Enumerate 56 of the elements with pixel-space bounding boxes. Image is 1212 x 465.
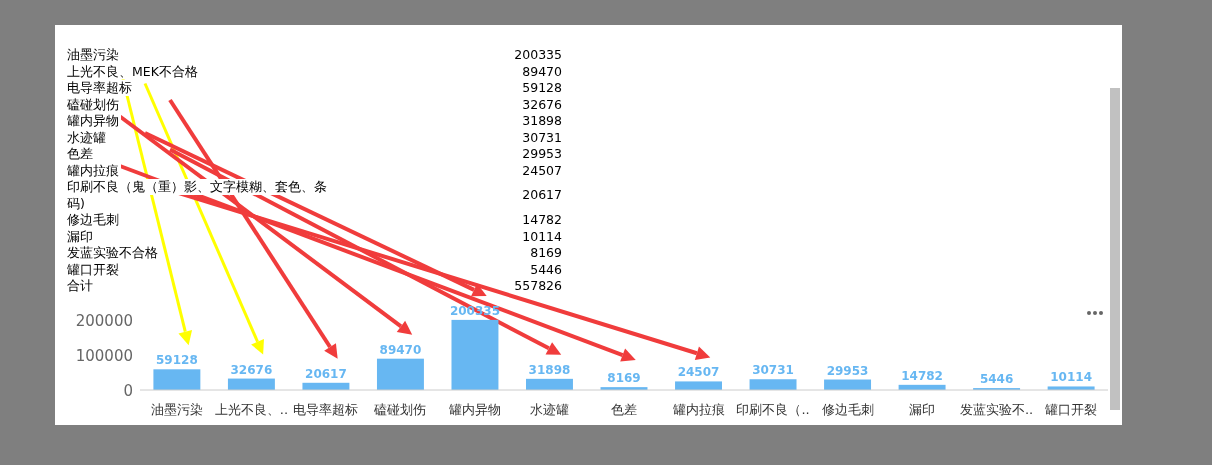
text: 20617 xyxy=(522,187,562,202)
x-tick-label: 罐口开裂 xyxy=(1045,402,1098,417)
data-label: 89470 xyxy=(379,342,422,357)
text: 30731 xyxy=(522,129,562,145)
x-tick-label: 罐内拉痕 xyxy=(672,402,725,417)
x-tick-label: 发蓝实验不.. xyxy=(959,402,1034,417)
x-tick-label: 上光不良、.. xyxy=(214,402,289,417)
data-label: 30731 xyxy=(752,363,794,378)
text: 59128 xyxy=(522,80,563,95)
text: 合计 xyxy=(67,278,93,293)
text: 油墨污染 xyxy=(67,47,119,62)
x-tick-label: 磕碰划伤 xyxy=(373,402,427,417)
x-tick-label: 修边毛刺 xyxy=(821,402,874,417)
text: 漏印 xyxy=(67,228,93,244)
x-tick-label: 罐内异物 xyxy=(448,402,501,417)
text: 磕碰划伤 xyxy=(66,96,119,112)
text: 8169 xyxy=(530,245,563,260)
y-tick-label: 200000 xyxy=(75,312,133,330)
data-label: 10114 xyxy=(1050,370,1092,385)
text: 罐内异物 xyxy=(67,113,119,128)
text: 10114 xyxy=(522,228,563,244)
x-tick-label: 色差 xyxy=(611,402,637,417)
text: 200335 xyxy=(514,47,562,62)
text: 上光不良、MEK不合格 xyxy=(67,63,198,79)
x-tick-label: 油墨污染 xyxy=(150,402,203,417)
y-tick-label: 0 xyxy=(123,382,133,400)
data-label: 5446 xyxy=(979,372,1014,387)
text: 罐内拉痕 xyxy=(67,162,119,178)
text: 557826 xyxy=(514,278,563,293)
text: 89470 xyxy=(522,63,563,79)
text: 24507 xyxy=(522,162,562,178)
text: 发蓝实验不合格 xyxy=(67,245,158,260)
text: 29953 xyxy=(522,146,562,161)
data-label: 8169 xyxy=(607,371,641,386)
text: 印刷不良（鬼（重）影、文字模糊、套色、条码) xyxy=(67,179,327,211)
x-tick-label: 水迹罐 xyxy=(529,402,569,417)
data-label: 31898 xyxy=(528,362,571,377)
text: 31898 xyxy=(522,113,563,128)
data-label: 29953 xyxy=(826,363,869,378)
text: 罐口开裂 xyxy=(67,261,119,277)
x-tick-label: 印刷不良（.. xyxy=(736,402,810,417)
text: 修边毛刺 xyxy=(67,212,119,227)
data-label: 24507 xyxy=(677,365,720,380)
data-label: 59128 xyxy=(156,353,198,368)
x-tick-label: 漏印 xyxy=(909,402,936,417)
x-tick-label: 电导率超标 xyxy=(293,402,359,417)
text: 5446 xyxy=(530,261,563,277)
text: 水迹罐 xyxy=(67,129,106,145)
text: 32676 xyxy=(522,96,563,112)
y-tick-label: 100000 xyxy=(75,347,133,365)
text: 电导率超标 xyxy=(67,80,132,95)
data-label: 32676 xyxy=(230,362,273,377)
data-label: 14782 xyxy=(901,368,943,383)
data-label: 20617 xyxy=(305,366,347,381)
text: 色差 xyxy=(67,146,93,161)
text: 14782 xyxy=(522,212,562,227)
